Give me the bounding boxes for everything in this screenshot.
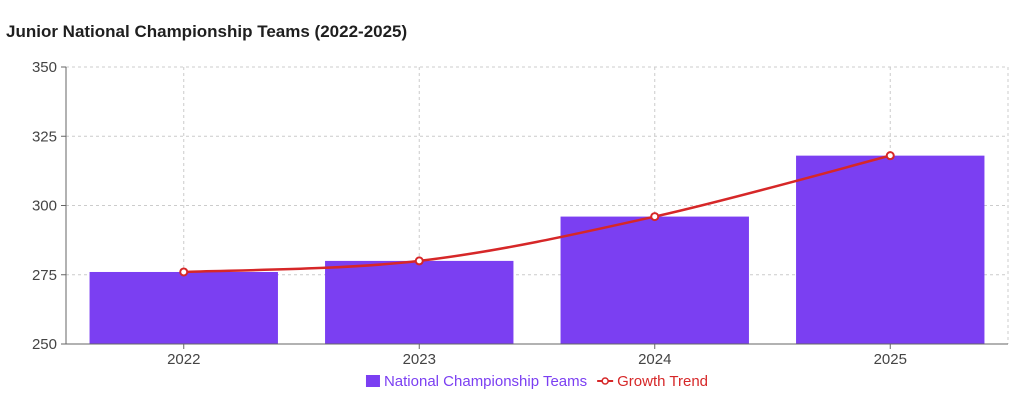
legend: National Championship Teams Growth Trend: [365, 373, 708, 390]
bar: [89, 271, 278, 344]
chart-title: Junior National Championship Teams (2022…: [6, 22, 408, 41]
trend-point: [885, 151, 895, 161]
bar-series: [89, 155, 985, 344]
x-axis-ticks: 2022 2023 2024 2025: [167, 344, 907, 368]
y-axis-ticks: 250 275 300 325 350: [32, 59, 66, 353]
x-tick-label: 2025: [874, 351, 907, 368]
trend-series: [179, 151, 895, 277]
y-tick-label: 300: [32, 198, 57, 215]
y-tick-label: 250: [32, 336, 57, 353]
legend-swatch-bars: [365, 375, 380, 387]
y-tick-label: 325: [32, 128, 57, 145]
legend-label-trend: Growth Trend: [617, 373, 708, 390]
trend-point: [414, 256, 424, 266]
legend-swatch-trend-marker: [601, 377, 609, 385]
y-tick-label: 350: [32, 59, 57, 76]
trend-point: [179, 267, 189, 277]
legend-label-bars: National Championship Teams: [384, 373, 587, 390]
bar: [325, 260, 514, 344]
trend-point: [650, 212, 660, 222]
trend-line: [183, 154, 891, 274]
y-tick-label: 275: [32, 267, 57, 284]
bar: [796, 155, 985, 344]
x-tick-label: 2022: [167, 351, 200, 368]
x-tick-label: 2024: [638, 351, 671, 368]
bar: [560, 216, 749, 344]
x-tick-label: 2023: [403, 351, 436, 368]
